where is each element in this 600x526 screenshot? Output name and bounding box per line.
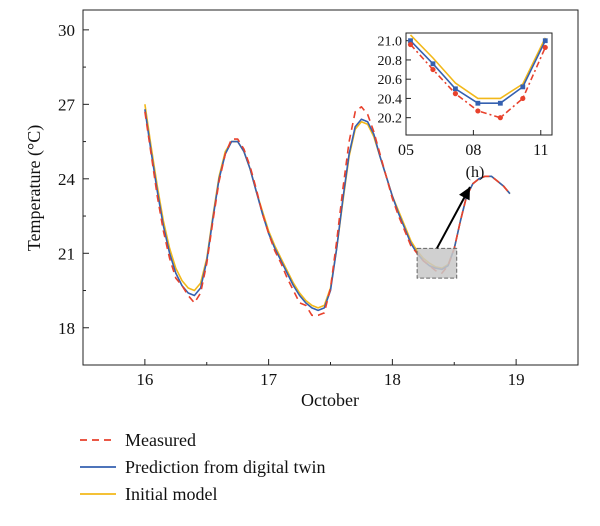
inset-point <box>475 100 481 106</box>
x-tick-label: 18 <box>384 370 401 389</box>
inset-y-tick-label: 21.0 <box>378 35 403 50</box>
inset-x-axis-label: (h) <box>466 164 485 181</box>
y-axis-label: Temperature (°C) <box>24 125 45 251</box>
inset-point <box>542 38 548 44</box>
y-tick-label: 27 <box>58 95 76 114</box>
main-series <box>144 104 511 317</box>
x-axis-label: October <box>301 390 359 410</box>
inset-point <box>430 66 436 73</box>
inset-series-line-initial-model <box>409 34 547 100</box>
y-tick-label: 24 <box>58 170 76 189</box>
inset-series <box>407 34 548 121</box>
inset-point <box>497 100 503 106</box>
legend: Measured Prediction from digital twin Init… <box>80 430 325 504</box>
inset-point <box>452 91 459 97</box>
main-axes: 16 17 18 19 18 21 24 27 30 <box>58 21 579 389</box>
zoom-arrow-head <box>459 187 470 201</box>
legend-label: Initial model <box>125 484 217 504</box>
inset-y-tick-label: 20.6 <box>378 73 403 88</box>
inset-x-tick-label: 08 <box>465 142 481 159</box>
y-tick-label: 21 <box>58 244 75 263</box>
inset-point <box>520 95 526 102</box>
inset-point <box>520 84 526 90</box>
inset-plot-frame <box>405 32 553 136</box>
y-tick-label: 18 <box>58 319 75 338</box>
inset-point <box>542 44 548 51</box>
legend-label: Prediction from digital twin <box>125 457 325 477</box>
inset-point <box>430 61 436 67</box>
inset-axes: 05 08 11 20.2 20.4 20.6 20.8 21.0 <box>378 35 549 159</box>
inset-point <box>407 41 414 48</box>
series-line-prediction-from-digital-twin <box>144 109 511 312</box>
inset-point <box>408 38 413 44</box>
x-tick-label: 17 <box>260 370 278 389</box>
inset-y-tick-label: 20.4 <box>378 92 403 107</box>
inset-y-tick-label: 20.2 <box>378 112 403 127</box>
inset-x-tick-label: 11 <box>533 142 548 159</box>
inset-x-tick-label: 05 <box>398 142 414 159</box>
inset-point <box>453 86 458 92</box>
inset-point <box>497 115 503 121</box>
legend-label: Measured <box>125 430 196 450</box>
inset-point <box>475 108 481 114</box>
x-tick-label: 19 <box>508 370 525 389</box>
inset-y-tick-label: 20.8 <box>378 54 403 69</box>
x-tick-label: 16 <box>136 370 153 389</box>
y-tick-label: 30 <box>58 21 75 40</box>
highlight-box <box>416 247 458 279</box>
inset-plot: 05 08 11 20.2 20.4 20.6 20.8 21.0 <box>378 32 553 159</box>
